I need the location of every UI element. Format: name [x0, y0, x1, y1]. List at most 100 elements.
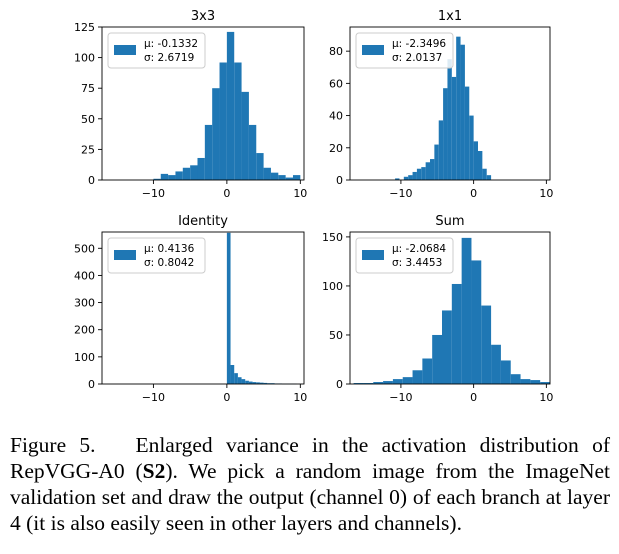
y-tick-label: 125: [74, 21, 95, 34]
x-tick-label: −10: [389, 391, 412, 404]
histogram-bar: [237, 377, 242, 384]
y-tick-label: 300: [74, 297, 95, 310]
histogram-bar: [259, 382, 264, 384]
histogram-bar: [451, 76, 457, 180]
histogram-bar: [438, 120, 444, 180]
histogram-bar: [175, 171, 183, 180]
histogram-bar: [363, 383, 374, 384]
histogram-bar: [383, 381, 393, 384]
histogram-bar: [248, 381, 253, 384]
x-tick-label: −10: [389, 187, 412, 200]
legend-box: [107, 237, 206, 274]
histogram-bar: [510, 374, 521, 384]
histogram-bar: [230, 365, 235, 384]
panel-title: 1x1: [438, 9, 462, 24]
histogram-bar: [153, 178, 161, 180]
legend-swatch: [362, 250, 384, 260]
histogram-bar: [403, 176, 409, 180]
histogram-bar: [252, 382, 257, 384]
caption-bold: S2: [142, 459, 166, 483]
histogram-bar: [421, 167, 426, 180]
y-tick-label: 400: [74, 269, 95, 282]
y-tick-label: 50: [329, 329, 343, 342]
y-tick-label: 0: [336, 378, 343, 391]
y-tick-label: 0: [88, 378, 95, 391]
histogram-bar: [478, 151, 483, 180]
histogram-bar: [486, 175, 492, 180]
histogram-bar: [248, 124, 257, 180]
histogram-bar: [168, 175, 176, 180]
histogram-bar: [234, 373, 238, 384]
histogram-bar: [442, 310, 452, 384]
histogram-bar: [241, 91, 249, 180]
y-tick-label: 0: [88, 174, 95, 187]
histogram-bar: [460, 44, 465, 180]
y-tick-label: 150: [322, 231, 343, 244]
y-tick-label: 75: [81, 82, 95, 95]
histogram-bars: [395, 36, 492, 180]
x-tick-label: 0: [470, 187, 477, 200]
x-tick-label: 10: [293, 391, 307, 404]
legend: μ: -2.0684 σ: 3.4453: [355, 237, 454, 274]
histogram-bar: [412, 171, 417, 180]
x-tick-label: 0: [223, 187, 230, 200]
histogram-bar: [226, 232, 231, 384]
histogram-bar: [464, 86, 470, 180]
histogram-bar: [204, 124, 213, 180]
x-tick-label: 0: [223, 391, 230, 404]
histogram-bar: [416, 168, 422, 180]
legend-sigma: σ: 2.6719: [144, 52, 194, 64]
panel-title: Identity: [178, 214, 228, 229]
histogram-bar: [443, 88, 448, 180]
axes-frame: [101, 231, 305, 385]
histogram-bar: [530, 380, 541, 384]
histogram-bar: [256, 153, 264, 180]
histogram-bar: [278, 175, 286, 180]
histogram-bar: [190, 165, 198, 180]
legend-sigma: σ: 2.0137: [392, 52, 442, 64]
histogram-bar: [285, 177, 293, 180]
legend: μ: 0.4136 σ: 0.8042: [107, 237, 206, 274]
histogram-bar: [447, 59, 452, 180]
axes-frame: [349, 231, 551, 385]
legend-swatch: [362, 45, 384, 55]
histogram-bar: [353, 383, 364, 384]
y-tick-label: 25: [81, 143, 95, 156]
y-tick-label: 40: [329, 110, 343, 123]
histogram-bar: [263, 382, 268, 384]
histogram-bars: [153, 31, 301, 181]
legend-sigma: σ: 0.8042: [144, 257, 194, 269]
histogram-bar: [432, 334, 442, 384]
y-tick-label: 50: [81, 113, 95, 126]
histogram-bar: [481, 305, 492, 384]
histogram-bar: [292, 175, 301, 180]
histogram-bar: [451, 283, 462, 384]
histogram-bar: [422, 358, 433, 384]
histogram-bar: [408, 175, 413, 180]
caption-text-after: ). We pick a random image from the Image…: [10, 459, 610, 535]
histogram-bar: [245, 380, 249, 384]
y-tick-label: 100: [74, 351, 95, 364]
histogram-bar: [456, 36, 461, 180]
y-tick-label: 500: [74, 242, 95, 255]
x-tick-label: 0: [470, 391, 477, 404]
histogram-bar: [402, 377, 413, 384]
x-tick-label: 10: [539, 187, 553, 200]
legend-mu: μ: -2.3496: [392, 38, 446, 50]
histogram-bar: [197, 157, 205, 180]
y-tick-label: 100: [322, 280, 343, 293]
histogram-bar: [256, 382, 260, 384]
histogram-bar: [434, 144, 439, 180]
histogram-bar: [219, 62, 227, 180]
panel-title: Sum: [435, 214, 464, 229]
legend-swatch: [114, 250, 136, 260]
y-tick-label: 60: [329, 77, 343, 90]
histogram-bar: [270, 172, 279, 180]
histogram-bar: [520, 379, 531, 384]
histogram-bar: [461, 237, 472, 384]
histogram-bar: [469, 115, 474, 180]
caption-label: Figure 5.: [10, 433, 96, 457]
